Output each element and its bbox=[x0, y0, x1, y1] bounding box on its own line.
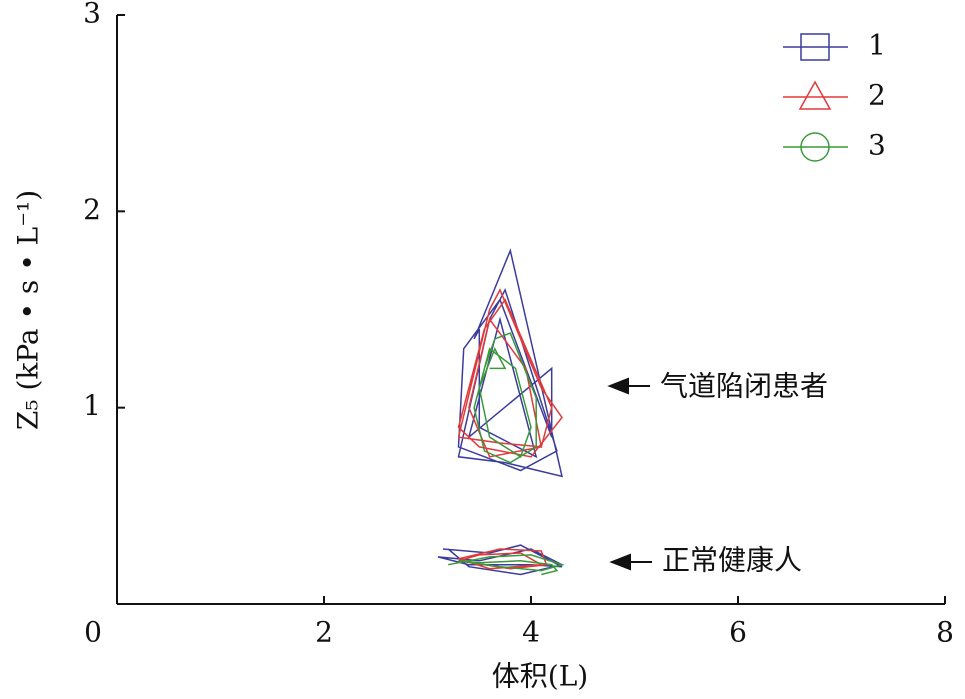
x-tick-label: 4 bbox=[522, 616, 540, 649]
legend-marker bbox=[800, 33, 830, 61]
legend-marker bbox=[798, 80, 832, 110]
x-tick-label: 8 bbox=[936, 616, 954, 649]
x-tick-label: 6 bbox=[729, 616, 747, 649]
legend-marker bbox=[800, 132, 830, 162]
legend-label: 3 bbox=[868, 129, 886, 162]
y-axis-label: Z₅ (kPa • s • L⁻¹) bbox=[12, 190, 45, 430]
annotation: 气道陷闭患者 bbox=[660, 370, 828, 403]
series-line bbox=[457, 288, 563, 570]
legend-label: 2 bbox=[868, 79, 886, 112]
y-tick-label: 2 bbox=[83, 193, 101, 226]
legend-label: 1 bbox=[868, 29, 886, 62]
x-tick-label: 0 bbox=[84, 616, 102, 649]
annotation-arrows bbox=[607, 377, 652, 571]
series-line bbox=[448, 332, 565, 576]
x-axis-label: 体积(L) bbox=[492, 660, 588, 693]
series-line bbox=[437, 248, 565, 576]
x-tick-label: 2 bbox=[315, 616, 333, 649]
annotation: 正常健康人 bbox=[662, 544, 802, 577]
y-tick-label: 3 bbox=[83, 0, 101, 30]
y-tick-label: 1 bbox=[83, 389, 101, 422]
